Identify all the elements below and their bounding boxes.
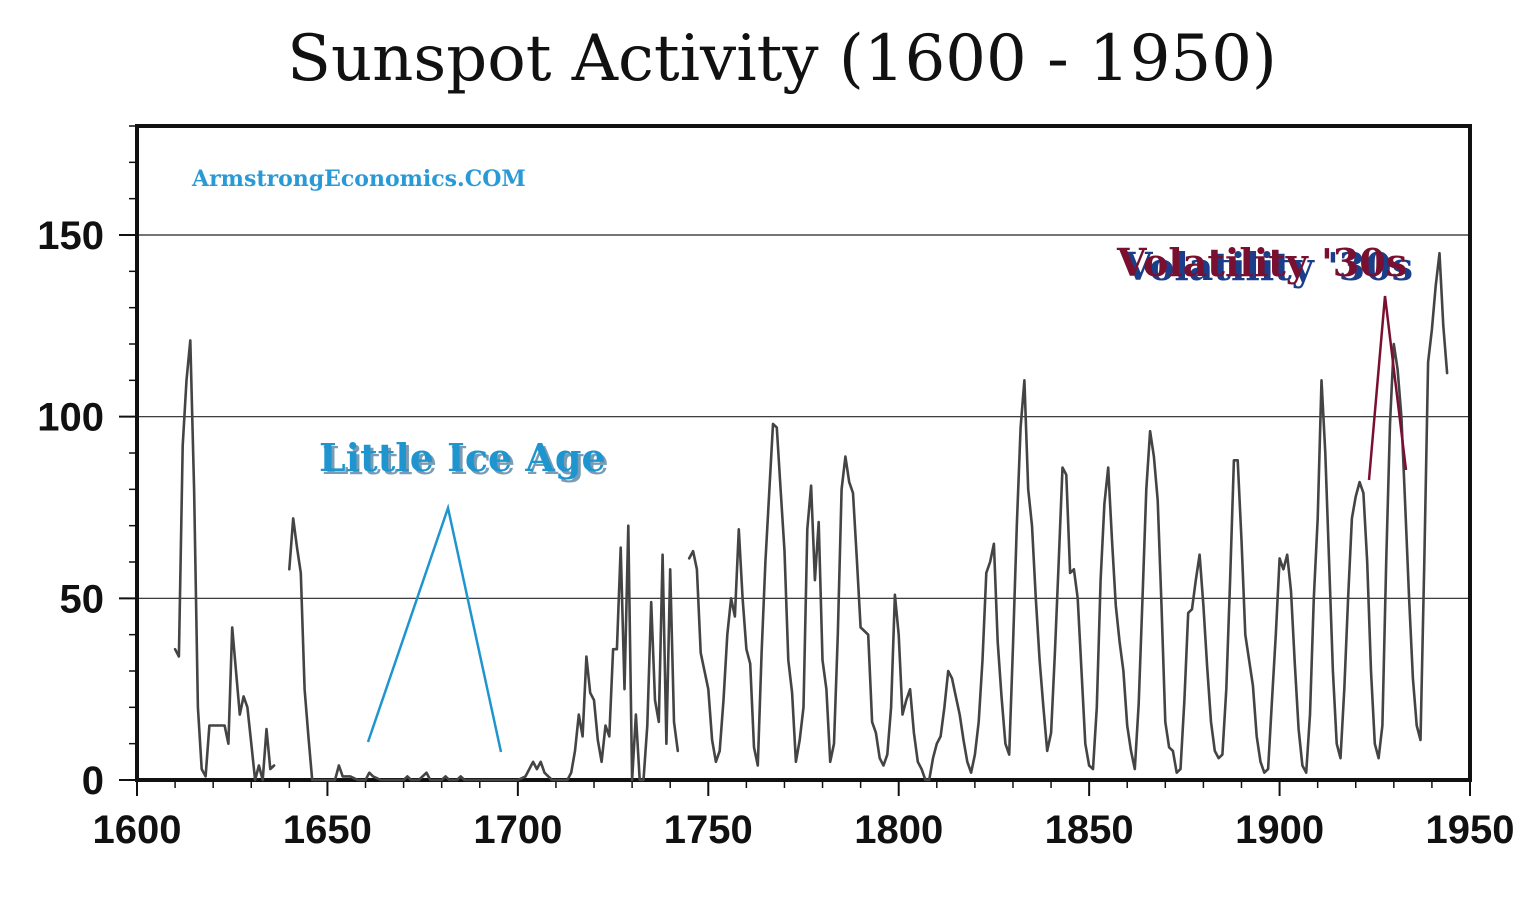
- little-ice-age-shadow: Little Ice Age: [322, 438, 609, 483]
- little-ice-age-label: Little Ice Age: [319, 435, 606, 480]
- volatility-30s-shadow: Volatility '30s: [1122, 244, 1413, 289]
- x-tick-label-1900: 1900: [1235, 808, 1324, 852]
- volatility-30s-pointer: [1367, 295, 1408, 481]
- x-tick-label-1800: 1800: [854, 808, 943, 852]
- y-tick-label-50: 50: [60, 577, 105, 621]
- x-tick-label-1750: 1750: [664, 808, 753, 852]
- gridlines: [137, 234, 1470, 599]
- x-tick-label-1700: 1700: [473, 808, 562, 852]
- watermark-annotation: ArmstrongEconomics.COM: [191, 166, 526, 192]
- x-tick-label-1950: 1950: [1426, 808, 1515, 852]
- y-axis: 0 50 100 150: [37, 125, 137, 803]
- y-tick-label-150: 150: [37, 214, 104, 258]
- plot-frame: [135, 124, 1472, 782]
- series-sunspot-number: [173, 251, 1449, 782]
- volatility-30s-label: Volatility '30s: [1116, 240, 1407, 285]
- x-tick-label-1650: 1650: [283, 808, 372, 852]
- little-ice-age-pointer: [366, 503, 503, 753]
- series-line-segment-1: [173, 339, 276, 782]
- x-axis: 1600 1650 1700 1750 1800 1850 1900 1950: [93, 780, 1515, 852]
- x-tick-label-1850: 1850: [1045, 808, 1134, 852]
- y-tick-label-0: 0: [82, 759, 104, 803]
- chart-title: Sunspot Activity (1600 - 1950): [287, 22, 1277, 96]
- series-line-segment-2: [287, 517, 680, 782]
- y-tick-label-100: 100: [37, 396, 104, 440]
- series-line-segment-3: [687, 251, 1449, 782]
- x-tick-label-1600: 1600: [93, 808, 182, 852]
